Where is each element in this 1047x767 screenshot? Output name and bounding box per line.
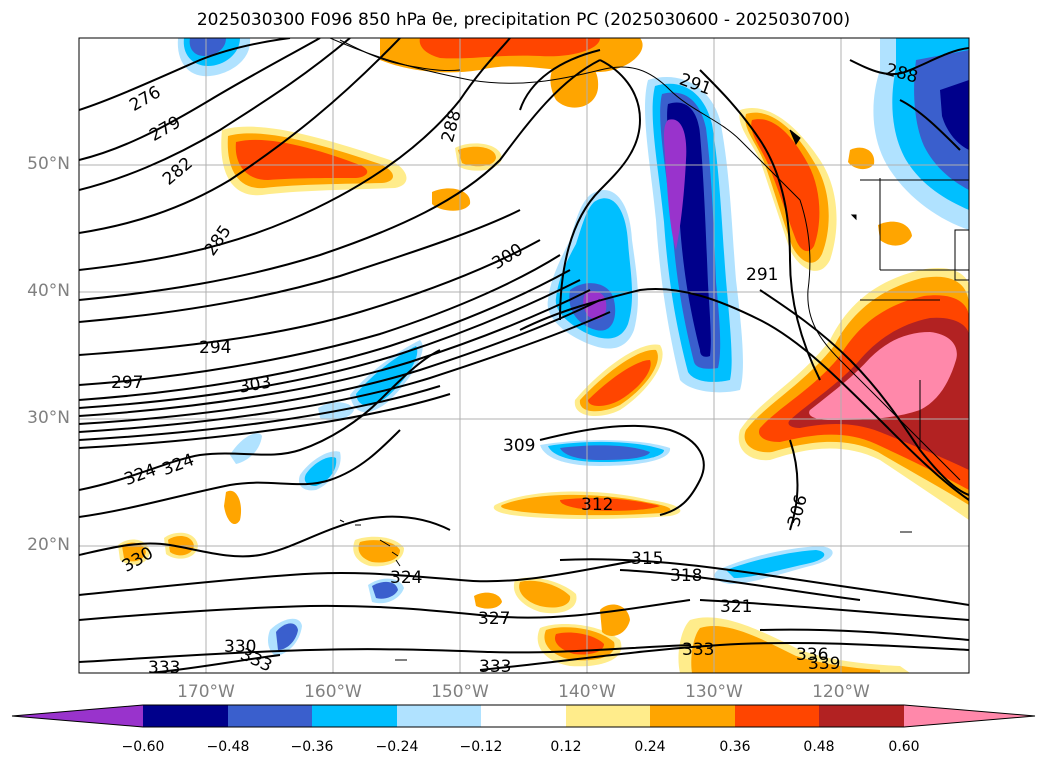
- colorbar-bin: [143, 705, 228, 727]
- colorbar-tick-label: 0.24: [634, 739, 666, 755]
- contour-label: 318: [670, 566, 702, 586]
- contour-label: 327: [478, 609, 510, 629]
- contour-label: 291: [746, 265, 778, 285]
- contour-label: 309: [503, 436, 535, 456]
- colorbar-tick-label: −0.12: [459, 739, 503, 755]
- colorbar-under-arrow: [12, 705, 143, 727]
- colorbar-tick-label: −0.48: [206, 739, 250, 755]
- colorbar-bin: [735, 705, 819, 727]
- colorbar-tick-label: −0.36: [290, 739, 334, 755]
- theta-e-contours: [79, 38, 969, 673]
- contour-label: 321: [720, 597, 752, 617]
- lon-label: 130°W: [685, 682, 743, 702]
- lat-label: 40°N: [27, 281, 70, 301]
- colorbar-tick-label: 0.12: [550, 739, 582, 755]
- colorbar-bin: [650, 705, 735, 727]
- contour-label: 336: [796, 645, 828, 665]
- colorbar-outline: [11, 704, 1036, 728]
- contour-label: 312: [581, 495, 613, 515]
- colorbar-bin: [312, 705, 397, 727]
- precip-shading: [118, 38, 969, 673]
- lon-label: 170°W: [177, 682, 235, 702]
- colorbar: [11, 704, 1036, 728]
- lon-label: 160°W: [304, 682, 362, 702]
- colorbar-over-arrow: [904, 705, 1035, 727]
- colorbar-bin: [566, 705, 650, 727]
- colorbar-bin: [819, 705, 904, 727]
- lat-label: 50°N: [27, 154, 70, 174]
- colorbar-bin: [481, 705, 566, 727]
- contour-label: 297: [111, 373, 143, 393]
- contour-label: 315: [631, 549, 663, 569]
- colorbar-tick-label: 0.60: [888, 739, 920, 755]
- lon-label: 150°W: [431, 682, 489, 702]
- coastlines: [329, 38, 969, 661]
- colorbar-bin: [397, 705, 481, 727]
- colorbar-bin: [228, 705, 312, 727]
- contour-label: 330: [224, 637, 256, 657]
- colorbar-tick-label: 0.36: [719, 739, 751, 755]
- colorbar-tick-label: −0.60: [121, 739, 165, 755]
- colorbar-tick-label: 0.48: [803, 739, 835, 755]
- contour-label: 333: [148, 658, 180, 678]
- lon-label: 120°W: [812, 682, 870, 702]
- lat-label: 20°N: [27, 535, 70, 555]
- contour-label: 339: [808, 654, 840, 674]
- contour-label: 324: [390, 568, 422, 588]
- figure-title: 2025030300 F096 850 hPa θe, precipitatio…: [196, 10, 851, 30]
- colorbar-tick-label: −0.24: [375, 739, 419, 755]
- lat-label: 30°N: [27, 408, 70, 428]
- contour-label: 333: [682, 640, 714, 660]
- map-panel: 276 279 282 285 288 291 294 297 300 303 …: [79, 38, 969, 678]
- contour-label: 294: [199, 338, 231, 358]
- map-frame: [78, 37, 970, 674]
- lon-label: 140°W: [558, 682, 616, 702]
- contour-label: 333: [479, 657, 511, 677]
